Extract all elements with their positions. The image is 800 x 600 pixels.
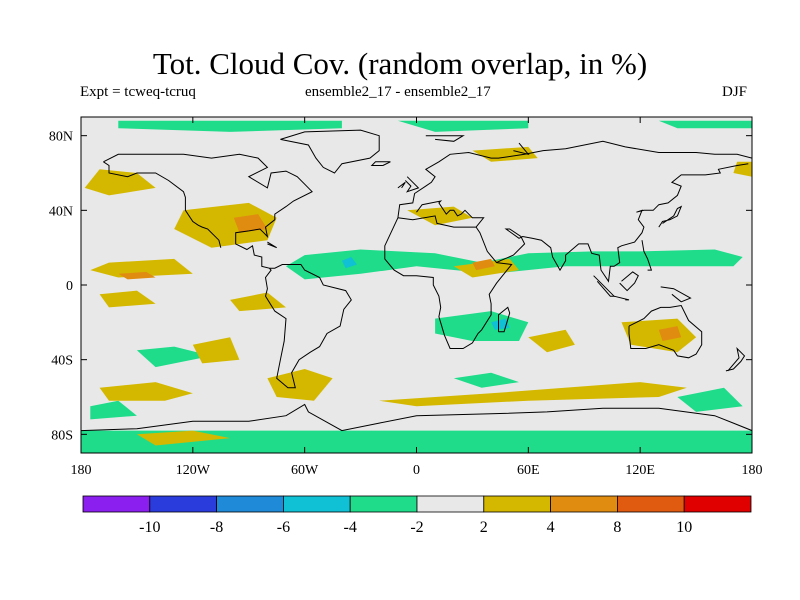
coastline (280, 129, 380, 174)
coastline (103, 161, 222, 248)
coastline (397, 181, 406, 189)
coastline (658, 205, 683, 228)
colorbar-bin (683, 495, 752, 513)
map-plot-area (81, 117, 752, 453)
colorbar-bin (617, 495, 685, 513)
anomaly-region (84, 169, 156, 196)
coastline (725, 346, 746, 372)
anomaly-region (286, 249, 743, 280)
coastline (496, 163, 749, 283)
anomaly-region (397, 120, 529, 132)
x-tick-label: 120W (176, 463, 211, 478)
coastline (498, 306, 511, 333)
y-tick-label: 40S (51, 354, 73, 369)
coastline (397, 140, 752, 218)
coastline (513, 142, 530, 156)
anomaly-region (407, 206, 473, 226)
y-tick-label: 80N (49, 130, 73, 145)
x-tick-label: 180 (71, 463, 92, 478)
anomaly-region (81, 430, 752, 453)
chart-title: Tot. Cloud Cov. (random overlap, in %) (152, 46, 648, 81)
anomaly-region (267, 369, 333, 401)
anomaly-region (90, 400, 137, 420)
coastlines (81, 129, 752, 432)
coastline (641, 240, 653, 271)
anomaly-region (528, 329, 575, 353)
colorbar-label: -2 (410, 519, 423, 536)
x-tick-label: 0 (413, 463, 420, 478)
colorbar-label: -6 (277, 519, 290, 536)
anomaly-region (174, 202, 277, 248)
season-label: DJF (722, 84, 748, 100)
anomaly-region (472, 258, 495, 271)
anomaly-region (453, 372, 519, 388)
colorbar: -10 -8 -6 -4 -2 2 4 8 10 (82, 495, 752, 536)
anomaly-region (658, 326, 682, 341)
anomaly-region (118, 120, 342, 132)
y-tick-label: 80S (51, 428, 73, 443)
colorbar-bin (349, 495, 418, 513)
y-tick-label: 0 (66, 279, 73, 294)
colorbar-bin (483, 495, 551, 513)
x-tick-label: 120E (625, 463, 655, 478)
anomaly-region (136, 430, 231, 446)
colorbar-bin (149, 495, 218, 513)
anomaly-region (192, 337, 240, 364)
colorbar-bin (416, 495, 485, 513)
anomaly-region (472, 146, 538, 162)
x-tick-label: 60E (517, 463, 540, 478)
colorbar-label: -4 (344, 519, 357, 536)
coastline (103, 153, 352, 389)
colorbar-bin (216, 495, 284, 513)
anomaly-regions (81, 120, 752, 453)
colorbar-label: 8 (613, 519, 621, 536)
colorbar-label: -10 (139, 519, 160, 536)
anomaly-region (99, 382, 193, 401)
experiment-label: Expt = tcweq-tcruq (80, 84, 196, 100)
anomaly-region (136, 346, 212, 368)
anomaly-region (435, 311, 529, 341)
y-tick-label: 40N (49, 204, 73, 219)
x-tick-label: 60W (291, 463, 319, 478)
coastline (370, 161, 391, 166)
colorbar-label: -8 (210, 519, 223, 536)
anomaly-region (677, 387, 743, 412)
x-tick-label: 180 (742, 463, 763, 478)
coastline (628, 304, 703, 359)
colorbar-label: 2 (480, 519, 488, 536)
colorbar-bin (82, 495, 151, 513)
anomaly-region (658, 120, 752, 129)
coastline (613, 295, 630, 301)
anomaly-region (90, 258, 193, 278)
anomaly-region (99, 290, 156, 308)
colorbar-label: 10 (676, 519, 692, 536)
anomaly-region (341, 257, 357, 269)
coastline (404, 176, 420, 193)
colorbar-label: 4 (547, 519, 555, 536)
anomaly-region (379, 382, 687, 407)
anomaly-region (118, 271, 156, 280)
coastline (619, 271, 639, 292)
colorbar-bin (282, 495, 351, 513)
coastline (425, 135, 465, 142)
coastline (660, 286, 692, 303)
map-axes: 180 120W 60W 0 60E 120E 180 80N 40N 0 40S 80S (49, 117, 763, 478)
anomaly-region (233, 214, 268, 233)
coastline (267, 241, 277, 249)
colorbar-bin (550, 495, 618, 513)
coastline (81, 403, 752, 432)
coastline (416, 200, 485, 228)
ensemble-label: ensemble2_17 - ensemble2_17 (305, 84, 491, 100)
